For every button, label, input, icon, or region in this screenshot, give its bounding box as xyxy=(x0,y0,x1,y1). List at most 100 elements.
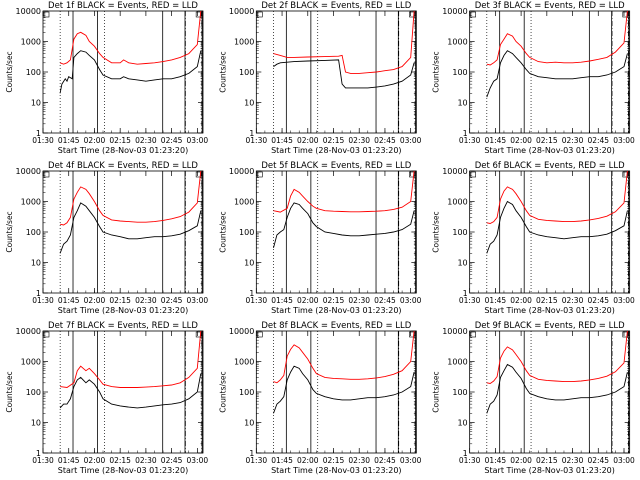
x-tick-label: 02:30 xyxy=(135,456,157,465)
x-tick-label: 02:45 xyxy=(587,136,609,145)
events-series-line xyxy=(486,200,628,254)
events-series-line xyxy=(273,202,415,249)
y-tick-label: 100 xyxy=(26,228,41,237)
plot-frame xyxy=(42,330,204,454)
plot-title: Det 5f BLACK = Events, RED = LLD xyxy=(261,161,411,171)
x-tick-label: 01:45 xyxy=(271,296,293,305)
y-axis-label: Counts/sec xyxy=(218,371,227,412)
y-tick-label: 10000 xyxy=(16,7,41,16)
plot-frame xyxy=(42,10,204,134)
x-tick-label: 02:30 xyxy=(562,136,584,145)
y-tick-label: 10 xyxy=(31,259,41,268)
corner-box-right xyxy=(409,11,415,18)
x-tick-label: 02:30 xyxy=(348,456,370,465)
x-tick-label: 02:15 xyxy=(323,136,345,145)
y-tick-label: 1 xyxy=(463,129,468,138)
y-tick-label: 10 xyxy=(31,99,41,108)
detector-plot-6: Det 6f BLACK = Events, RED = LLD 1 10 100 10… xyxy=(432,161,635,315)
y-axis-label: Counts/sec xyxy=(218,51,227,92)
lld-series-line xyxy=(59,11,202,65)
y-tick-label: 100 xyxy=(26,68,41,77)
y-tick-label: 10 xyxy=(457,419,467,428)
y-axis-label: Counts/sec xyxy=(432,371,441,412)
plot-title: Det 9f BLACK = Events, RED = LLD xyxy=(475,321,625,331)
y-tick-label: 10000 xyxy=(442,7,467,16)
corner-box-left xyxy=(257,331,263,338)
x-tick-label: 02:15 xyxy=(323,456,345,465)
x-tick-label: 02:30 xyxy=(135,136,157,145)
detector-plot-5: Det 5f BLACK = Events, RED = LLD 1 10 100 10… xyxy=(218,161,421,315)
lld-series-line xyxy=(60,331,202,388)
plot-frame xyxy=(469,170,631,294)
plot-title: Det 3f BLACK = Events, RED = LLD xyxy=(475,1,625,11)
y-tick-label: 1000 xyxy=(447,38,467,47)
x-tick-label: 02:15 xyxy=(536,456,558,465)
y-tick-label: 100 xyxy=(452,68,467,77)
lld-series-line xyxy=(273,11,415,74)
x-tick-label: 02:00 xyxy=(510,136,532,145)
plot-frame xyxy=(255,330,417,454)
corner-box-left xyxy=(470,171,476,178)
x-axis-label: Start Time (28-Nov-03 01:23:20) xyxy=(271,306,401,315)
corner-box-left xyxy=(43,11,50,18)
plot-title: Det 6f BLACK = Events, RED = LLD xyxy=(475,161,625,171)
x-tick-label: 02:45 xyxy=(374,456,396,465)
y-tick-label: 1 xyxy=(463,289,468,298)
y-tick-label: 1000 xyxy=(234,38,254,47)
y-tick-label: 1000 xyxy=(447,358,467,367)
corner-box-right xyxy=(622,331,629,338)
y-tick-label: 10000 xyxy=(229,167,254,176)
x-tick-label: 02:30 xyxy=(348,136,370,145)
corner-box-left xyxy=(470,11,476,18)
y-tick-label: 100 xyxy=(26,388,41,397)
y-tick-label: 10 xyxy=(244,99,254,108)
y-tick-label: 100 xyxy=(239,68,254,77)
x-tick-label: 03:00 xyxy=(613,136,635,145)
x-tick-label: 02:15 xyxy=(109,456,131,465)
corner-box-right xyxy=(195,171,202,178)
corner-box-right xyxy=(195,11,202,18)
detector-plot-8: Det 8f BLACK = Events, RED = LLD 1 10 100 10… xyxy=(218,321,421,475)
x-tick-label: 02:45 xyxy=(374,296,396,305)
x-tick-label: 01:30 xyxy=(459,296,481,305)
x-tick-label: 01:30 xyxy=(459,456,481,465)
y-tick-label: 1000 xyxy=(21,38,41,47)
x-tick-label: 01:30 xyxy=(246,296,268,305)
x-axis-label: Start Time (28-Nov-03 01:23:20) xyxy=(58,466,188,475)
plot-title: Det 4f BLACK = Events, RED = LLD xyxy=(48,161,198,171)
x-tick-label: 01:45 xyxy=(271,456,293,465)
lld-series-line xyxy=(273,171,415,213)
detector-plot-2: Det 2f BLACK = Events, RED = LLD 1 10 100 10… xyxy=(218,1,421,155)
x-tick-label: 02:15 xyxy=(323,296,345,305)
x-axis-label: Start Time (28-Nov-03 01:23:20) xyxy=(484,146,614,155)
x-tick-label: 02:30 xyxy=(135,296,157,305)
y-tick-label: 1 xyxy=(36,289,41,298)
detector-plot-3: Det 3f BLACK = Events, RED = LLD 1 10 100 10… xyxy=(432,1,635,155)
x-tick-label: 02:45 xyxy=(161,456,183,465)
plot-frame xyxy=(469,330,631,454)
detector-plot-4: Det 4f BLACK = Events, RED = LLD 1 10 100 10… xyxy=(5,161,208,315)
x-tick-label: 01:45 xyxy=(485,296,507,305)
y-axis-label: Counts/sec xyxy=(432,211,441,252)
lld-series-line xyxy=(486,171,628,224)
x-tick-label: 02:45 xyxy=(161,296,183,305)
events-series-line xyxy=(59,202,202,254)
corner-box-left xyxy=(43,331,50,338)
plot-title: Det 8f BLACK = Events, RED = LLD xyxy=(261,321,411,331)
plot-title: Det 1f BLACK = Events, RED = LLD xyxy=(48,1,198,11)
x-axis-label: Start Time (28-Nov-03 01:23:20) xyxy=(271,146,401,155)
y-tick-label: 1 xyxy=(249,129,254,138)
corner-box-right xyxy=(195,331,202,338)
corner-box-left xyxy=(43,171,50,178)
x-tick-label: 02:00 xyxy=(297,136,319,145)
x-tick-label: 01:30 xyxy=(32,456,54,465)
x-tick-label: 02:45 xyxy=(161,136,183,145)
x-tick-label: 01:45 xyxy=(58,136,80,145)
y-tick-label: 1000 xyxy=(21,198,41,207)
corner-box-right xyxy=(622,171,629,178)
events-series-line xyxy=(59,50,202,94)
y-tick-label: 1000 xyxy=(234,198,254,207)
x-tick-label: 01:30 xyxy=(32,136,54,145)
corner-box-left xyxy=(470,331,476,338)
